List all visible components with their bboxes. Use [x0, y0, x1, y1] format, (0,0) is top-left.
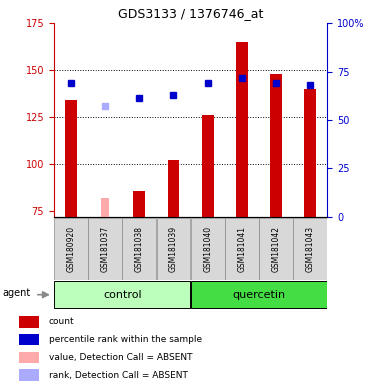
Text: GSM181043: GSM181043: [306, 225, 315, 272]
Text: GSM180920: GSM180920: [67, 225, 75, 272]
Text: GSM181040: GSM181040: [203, 225, 212, 272]
Bar: [54, 218, 88, 280]
Bar: [304, 89, 316, 217]
Text: control: control: [103, 290, 142, 300]
Text: GSM181039: GSM181039: [169, 225, 178, 272]
Bar: [54, 281, 191, 308]
Text: GSM181042: GSM181042: [271, 226, 281, 271]
Text: count: count: [49, 317, 74, 326]
Bar: [101, 198, 109, 217]
Bar: [122, 218, 156, 280]
Bar: [191, 218, 224, 280]
Text: GSM181037: GSM181037: [100, 225, 110, 272]
Bar: [202, 115, 214, 217]
Bar: [157, 218, 191, 280]
Bar: [133, 190, 145, 217]
Text: GSM181041: GSM181041: [237, 226, 246, 271]
Bar: [167, 161, 179, 217]
Bar: [191, 281, 327, 308]
Text: agent: agent: [3, 288, 31, 298]
Bar: [270, 74, 282, 217]
Bar: [65, 100, 77, 217]
Bar: [19, 316, 39, 328]
Bar: [225, 218, 259, 280]
Text: value, Detection Call = ABSENT: value, Detection Call = ABSENT: [49, 353, 192, 362]
Text: percentile rank within the sample: percentile rank within the sample: [49, 335, 202, 344]
Bar: [236, 42, 248, 217]
Bar: [293, 218, 327, 280]
Text: rank, Detection Call = ABSENT: rank, Detection Call = ABSENT: [49, 371, 187, 380]
Title: GDS3133 / 1376746_at: GDS3133 / 1376746_at: [118, 7, 263, 20]
Bar: [88, 218, 122, 280]
Bar: [259, 218, 293, 280]
Bar: [19, 369, 39, 381]
Bar: [19, 334, 39, 345]
Bar: [19, 352, 39, 363]
Text: GSM181038: GSM181038: [135, 226, 144, 271]
Text: quercetin: quercetin: [233, 290, 285, 300]
